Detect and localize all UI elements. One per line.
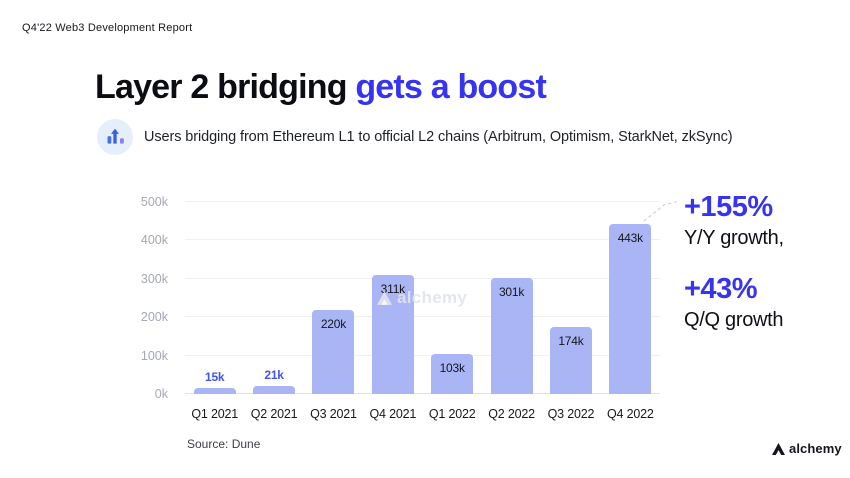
source-caption: Source: Dune	[187, 437, 261, 451]
bar-value-label: 301k	[498, 285, 525, 300]
x-axis-label: Q4 2021	[369, 407, 417, 421]
bar-value-label: 220k	[320, 316, 347, 331]
bar	[609, 223, 652, 394]
x-axis-label: Q1 2022	[428, 407, 476, 421]
chart-subtitle: Users bridging from Ethereum L1 to offic…	[144, 129, 733, 145]
bar	[193, 388, 236, 394]
brand-logo-text: alchemy	[789, 441, 842, 456]
alchemy-triangle-icon	[772, 442, 785, 455]
yoy-growth-label: Y/Y growth,	[684, 227, 784, 249]
bar-value-label: 15k	[204, 370, 225, 385]
brand-logo: alchemy	[772, 441, 842, 456]
yoy-growth-block: +155% Y/Y growth,	[684, 191, 784, 250]
chart-subtitle-row: Users bridging from Ethereum L1 to offic…	[97, 119, 733, 155]
y-axis-label: 100k	[140, 348, 168, 363]
y-axis-label: 500k	[140, 195, 168, 209]
bar-value-label: 103k	[439, 361, 465, 376]
y-axis-label: 0k	[154, 387, 168, 401]
bar	[431, 354, 474, 394]
bar-chart-growth-icon	[97, 119, 133, 155]
qoq-growth-block: +43% Q/Q growth	[684, 273, 784, 332]
qoq-growth-label: Q/Q growth	[684, 309, 784, 331]
qoq-growth-value: +43%	[684, 273, 757, 305]
x-axis-label: Q4 2022	[607, 407, 654, 421]
x-axis-label: Q2 2022	[488, 407, 535, 421]
gridline	[185, 277, 660, 279]
gridline	[185, 354, 660, 356]
gridline	[185, 201, 660, 202]
bar	[312, 309, 355, 394]
report-label: Q4'22 Web3 Development Report	[22, 22, 193, 34]
bar-value-label: 21k	[264, 367, 284, 382]
gridline	[185, 316, 660, 318]
gridline	[185, 239, 660, 241]
bar-value-label: 311k	[380, 281, 406, 296]
y-axis-label: 400k	[140, 233, 168, 248]
bar	[549, 327, 592, 394]
growth-annotations: +155% Y/Y growth, +43% Q/Q growth	[684, 191, 784, 332]
bar-value-label: 443k	[617, 230, 643, 245]
bar	[490, 278, 533, 394]
y-axis-label: 300k	[140, 271, 168, 286]
title-accent: gets a boost	[355, 68, 546, 106]
x-axis-line	[185, 393, 660, 394]
bar-chart: 0k 100k 200k 300k 400k 500k 15k Q1 2021 21k Q2 20…	[141, 195, 660, 421]
title-main: Layer 2 bridging	[95, 68, 356, 106]
yoy-growth-value: +155%	[684, 191, 773, 223]
bar	[253, 385, 296, 394]
x-axis-label: Q1 2021	[191, 407, 238, 421]
y-axis-label: 200k	[140, 310, 168, 325]
bar-value-label: 174k	[558, 334, 584, 349]
x-axis-label: Q3 2021	[310, 407, 357, 421]
x-axis-label: Q3 2022	[547, 407, 595, 421]
x-axis-label: Q2 2021	[250, 407, 298, 421]
page-title: Layer 2 bridging gets a boost	[95, 68, 547, 107]
